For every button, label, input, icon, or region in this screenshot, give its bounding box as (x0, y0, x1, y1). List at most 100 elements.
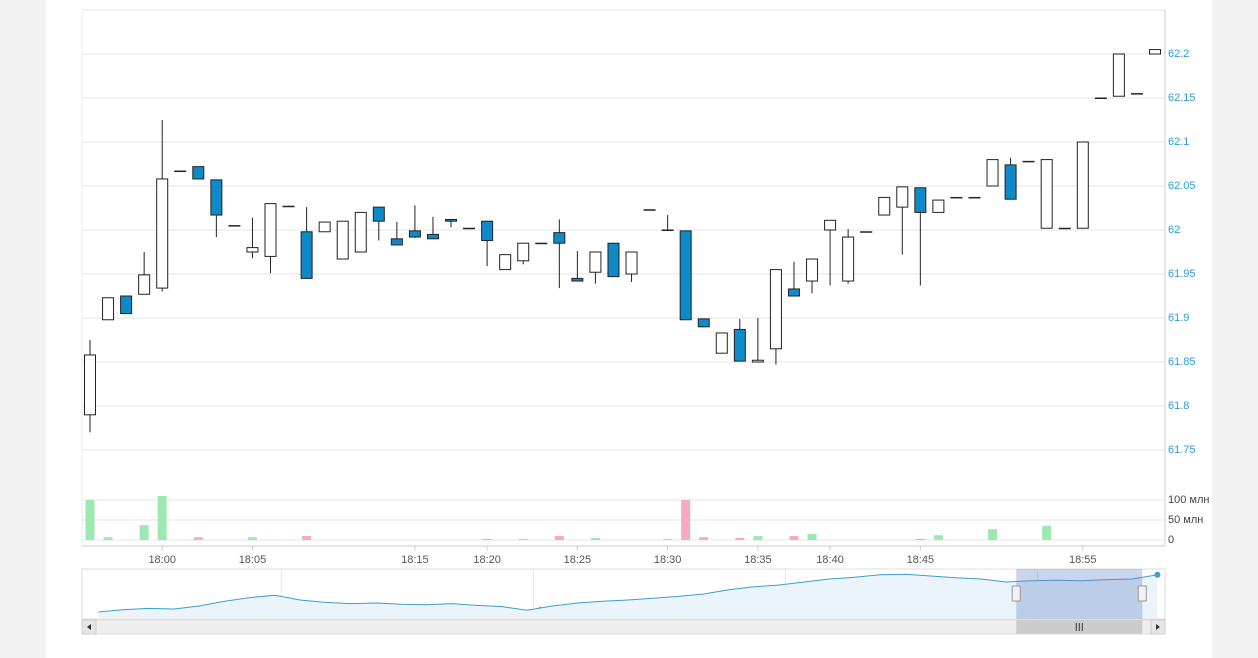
y-tick-label: 61.9 (1168, 312, 1189, 324)
candle-body (499, 254, 512, 271)
candle-body (1058, 227, 1071, 230)
candle-body (354, 211, 367, 253)
candle-body (192, 166, 205, 180)
panel (46, 0, 1212, 658)
x-tick-label: 18:35 (744, 554, 772, 566)
x-tick-label: 18:30 (654, 554, 682, 566)
y-tick-label: 62.15 (1168, 92, 1196, 104)
arrow-icon (1156, 624, 1160, 630)
candle-body (986, 159, 999, 187)
candle-body (643, 209, 656, 211)
candle-body (787, 288, 800, 297)
volume-bar (915, 538, 925, 540)
candle-body (878, 196, 891, 216)
y-tick-label: 62.1 (1168, 136, 1189, 148)
candle-body (824, 219, 837, 231)
candle-body (408, 230, 421, 238)
volume-bar (193, 537, 203, 540)
arrow-icon (87, 624, 91, 630)
candle-body (697, 318, 710, 328)
candle-body (463, 227, 476, 230)
candle-body (84, 354, 96, 416)
volume-bar (302, 536, 312, 540)
x-tick-label: 18:15 (401, 554, 429, 566)
candle-body (715, 332, 728, 354)
candle-body (264, 203, 277, 257)
candle-body (426, 233, 439, 240)
volume-bar (681, 500, 691, 540)
nav-line (98, 573, 1158, 613)
volume-bar (139, 525, 149, 540)
y-tick-label: 61.85 (1168, 356, 1196, 368)
candle-body (390, 238, 403, 246)
candle-body (842, 236, 855, 282)
x-tick-label: 18:25 (564, 554, 592, 566)
candle-body (1040, 159, 1053, 229)
volume-bar (789, 536, 799, 540)
volume-bar (247, 537, 257, 540)
candle-body (318, 221, 331, 233)
candle-body (1149, 49, 1161, 55)
candle-body (372, 206, 385, 222)
nav-selection (1016, 569, 1143, 619)
candle-body (282, 205, 295, 208)
candle-body (1112, 53, 1125, 97)
candle-body (102, 297, 115, 321)
candle-body (860, 231, 873, 233)
y-tick-label: 62 (1168, 224, 1180, 236)
x-tick-label: 18:55 (1069, 554, 1097, 566)
volume-bar (103, 537, 113, 540)
candle-body (1022, 160, 1035, 163)
candle-body (1094, 97, 1107, 99)
candle-body (156, 178, 169, 289)
candle-body (625, 251, 638, 275)
candle-body (174, 170, 187, 173)
nav-area (98, 574, 1158, 618)
x-tick-label: 18:05 (239, 554, 267, 566)
candle-body (950, 196, 963, 199)
candle-body (679, 230, 692, 321)
y-tick-label: 61.95 (1168, 268, 1196, 280)
candle-body (120, 295, 133, 315)
volume-bar (518, 538, 528, 540)
y-tick-label: 50 млн (1168, 514, 1203, 526)
candle-body (210, 179, 223, 216)
candle-body (300, 231, 313, 279)
volume-bar (988, 529, 998, 540)
candle-body (607, 242, 620, 278)
volume-bar (753, 536, 763, 540)
candle-body (336, 220, 349, 260)
scrollbar[interactable] (81, 619, 1166, 635)
candle-body (445, 218, 458, 222)
candle-body (914, 187, 927, 213)
x-tick-label: 18:45 (907, 554, 935, 566)
candle-body (733, 328, 746, 362)
candle-body (589, 251, 602, 273)
nav-handle[interactable] (1011, 585, 1021, 602)
x-tick-label: 18:00 (148, 554, 176, 566)
volume-bar (157, 496, 167, 540)
volume-bar (1042, 526, 1052, 540)
candle-body (1076, 141, 1089, 229)
candle-body (751, 359, 764, 363)
y-tick-label: 61.8 (1168, 400, 1189, 412)
y-tick-label: 62.2 (1168, 48, 1189, 60)
x-tick-label: 18:40 (816, 554, 844, 566)
volume-bar (554, 536, 564, 540)
candle-body (1130, 93, 1143, 95)
candle-body (571, 277, 584, 282)
volume-bar (735, 538, 745, 540)
volume-bar (807, 534, 817, 540)
candle-body (535, 242, 548, 245)
nav-handle[interactable] (1137, 585, 1147, 602)
volume-bar (933, 535, 943, 540)
candle-body (661, 229, 674, 231)
nav-point (1154, 571, 1161, 578)
candle-body (228, 225, 241, 227)
y-tick-label: 62.05 (1168, 180, 1196, 192)
candle-body (481, 220, 494, 242)
candle-body (769, 269, 782, 350)
candle-body (896, 186, 909, 208)
